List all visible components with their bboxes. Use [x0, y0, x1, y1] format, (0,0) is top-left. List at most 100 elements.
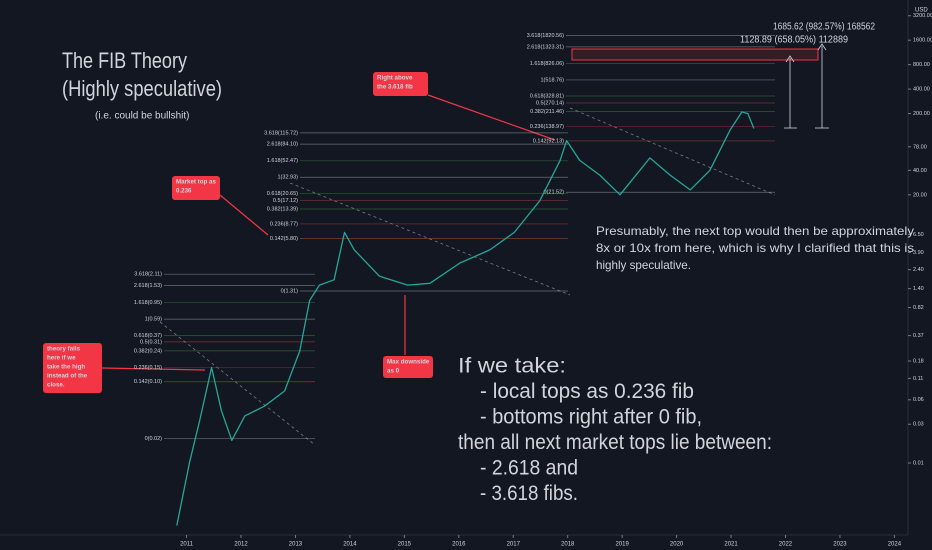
y-tick-label: 40.00 — [913, 168, 927, 174]
fib-label: 1.618(0.95) — [134, 300, 162, 306]
annotation-text: take the high — [47, 364, 85, 371]
arrow-head — [785, 55, 795, 63]
summary: If we take: — [458, 355, 566, 378]
annotation-text: Market top as — [176, 179, 216, 186]
fib-label: 0.142(0.10) — [134, 379, 162, 385]
annotation-text: here if we — [47, 355, 76, 362]
fib-label: 2.618(1.53) — [134, 283, 162, 289]
y-tick-label: 400.00 — [913, 87, 930, 93]
x-tick-label: 2019 — [615, 542, 629, 548]
fib-label: 0.142(92.13) — [533, 138, 564, 144]
price-line — [176, 111, 755, 526]
commentary: highly speculative. — [596, 258, 691, 272]
fib-label: 0.618(0.37) — [134, 333, 162, 339]
x-tick-label: 2013 — [289, 542, 303, 548]
x-tick-label: 2011 — [180, 542, 194, 548]
annotation-box — [383, 356, 433, 378]
fib-label: 0.142(5.80) — [270, 236, 298, 242]
x-tick-label: 2022 — [779, 542, 793, 548]
y-tick-label: 0.01 — [913, 460, 924, 466]
commentary: Presumably, the next top would then be a… — [596, 224, 914, 238]
y-tick-label: 2.40 — [913, 267, 924, 273]
fib-label: 1.618(52.47) — [267, 158, 298, 164]
summary: - 2.618 and — [480, 457, 578, 480]
projection-arrows — [784, 43, 829, 129]
fib-label: 0.382(13.39) — [267, 206, 298, 212]
annotation-text: instead of the — [47, 373, 88, 380]
fib-label: 0.5(270.14) — [536, 100, 564, 106]
fib-label: 1(0.59) — [145, 317, 163, 323]
y-tick-label: 78.00 — [913, 144, 927, 150]
fib-label: 0.236(138.97) — [530, 124, 564, 130]
annotation-text: theory fails — [47, 346, 81, 353]
fib-label: 0.382(0.24) — [134, 348, 162, 354]
fib-label: 0.618(20.65) — [267, 191, 298, 197]
y-tick-label: 0.06 — [913, 397, 924, 403]
annotation-text: as 0 — [387, 368, 400, 375]
y-tick-label: 0.18 — [913, 358, 924, 364]
x-tick-label: 2017 — [507, 542, 521, 548]
annotation-text: the 3.618 fib — [377, 84, 413, 91]
fib-label: 3.618(115.72) — [264, 130, 298, 136]
trend-lines — [159, 107, 776, 446]
annotation-arrow — [101, 367, 206, 371]
trend-line — [569, 107, 776, 196]
y-tick-label: 1.40 — [913, 286, 924, 292]
y-tick-label: 0.37 — [913, 333, 924, 339]
y-tick-label: 3.90 — [913, 250, 924, 256]
x-tick-label: 2021 — [724, 542, 738, 548]
annotation-arrow — [427, 94, 556, 141]
subtitle: (i.e. could be bullshit) — [95, 111, 190, 122]
target-zone — [571, 48, 819, 61]
x-tick-label: 2012 — [234, 542, 248, 548]
currency: USD — [915, 8, 928, 14]
y-tick-label: 0.03 — [913, 422, 924, 428]
x-tick-label: 2015 — [398, 542, 412, 548]
fib-label: 0.382(211.46) — [530, 109, 564, 115]
fib-label: 0.5(0.31) — [140, 339, 162, 345]
trend-line — [159, 321, 316, 446]
x-tick-label: 2023 — [833, 542, 847, 548]
fib-label: 0(21.52) — [544, 190, 565, 196]
annotation-box — [373, 72, 428, 96]
fib-label: 0(1.31) — [281, 288, 299, 294]
fib-label: 0.236(8.77) — [270, 221, 298, 227]
summary: - local tops as 0.236 fib — [480, 380, 694, 403]
fib-label: 0.5(17.12) — [273, 198, 298, 204]
x-tick-label: 2014 — [343, 542, 357, 548]
arrow-head — [817, 43, 827, 51]
x-tick-label: 2024 — [888, 542, 902, 548]
x-tick-label: 2020 — [670, 542, 684, 548]
annotation-text: Max downside — [387, 359, 430, 366]
summary: - 3.618 fibs. — [480, 482, 578, 505]
y-tick-label: 200.00 — [913, 111, 930, 117]
fib-label: 0(0.02) — [145, 436, 163, 442]
y-tick-label: 20.00 — [913, 192, 927, 198]
y-tick-label: 6.50 — [913, 232, 924, 238]
annotation-box — [43, 343, 102, 393]
x-tick-label: 2018 — [561, 542, 575, 548]
annotation-box — [172, 176, 220, 200]
fib-label: 1.618(826.06) — [530, 61, 564, 67]
fib-label: 3.618(2.11) — [134, 272, 162, 278]
annotation-arrows — [101, 94, 556, 371]
y-tick-label: 3200.00 — [913, 13, 932, 19]
y-tick-label: 1600.00 — [913, 38, 932, 44]
fib-label: 0.236(0.15) — [134, 365, 162, 371]
fib-label: 3.618(1820.56) — [527, 33, 564, 39]
fib-label: 1(518.76) — [540, 77, 564, 83]
fib-label: 2.618(84.10) — [267, 142, 298, 148]
fib-label: 0.618(328.81) — [530, 93, 564, 99]
trend-line — [289, 182, 571, 296]
summary: - bottoms right after 0 fib, — [480, 406, 702, 429]
projection-label: 1685.62 (982.57%) 168562 — [773, 22, 875, 33]
fib-label: 2.618(1323.31) — [527, 44, 564, 50]
annotation-text: Right above — [377, 75, 413, 82]
title: (Highly speculative) — [62, 76, 222, 101]
y-tick-label: 0.82 — [913, 305, 924, 311]
annotation-text: close. — [47, 382, 65, 389]
commentary: 8x or 10x from here, which is why I clar… — [596, 241, 914, 255]
